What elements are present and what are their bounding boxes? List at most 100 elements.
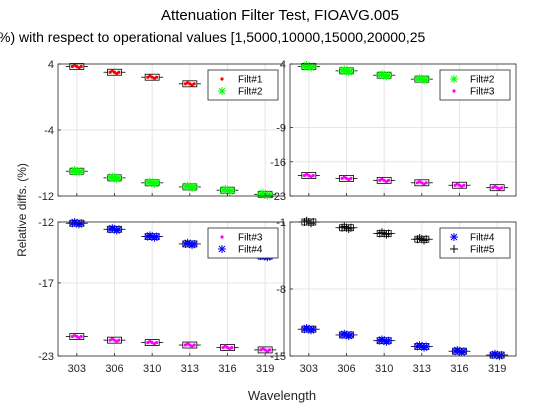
point-Filt#4-303	[77, 219, 86, 228]
y-tick-label: -12	[38, 191, 54, 203]
point-Filt#5-306	[346, 223, 355, 232]
x-tick-label: 319	[488, 363, 506, 375]
point-Filt#3-316	[230, 345, 234, 350]
point-Filt#4-319	[497, 351, 506, 360]
point-Filt#2-316	[227, 186, 236, 195]
series-Filt#2	[65, 166, 277, 200]
box-Filt#3-316	[216, 344, 239, 351]
point-Filt#3-303	[311, 173, 315, 178]
x-tick-label: 310	[375, 363, 393, 375]
chart-subtitle: %) with respect to operational values [1…	[0, 29, 426, 45]
y-tick-label: -1	[276, 217, 286, 229]
y-tick-label: 4	[280, 59, 286, 71]
legend-entry: Filt#3	[470, 87, 495, 98]
point-Filt#4-316	[459, 347, 468, 356]
point-Filt#2-310	[152, 178, 161, 187]
point-Filt#3-319	[499, 186, 504, 190]
box-Filt#3-319	[254, 346, 277, 354]
legend-marker-Filt#5	[450, 245, 458, 253]
box-Filt#1-310	[141, 73, 164, 81]
point-Filt#2-303	[77, 167, 86, 176]
x-tick-label: 316	[450, 363, 468, 375]
legend-entry: Filt#2	[238, 87, 263, 98]
x-tick-label: 313	[413, 363, 431, 375]
point-Filt#2-310	[384, 71, 393, 80]
point-Filt#3-313	[424, 181, 428, 185]
chart-title: Attenuation Filter Test, FIOAVG.005	[161, 7, 399, 24]
y-tick-label: -8	[276, 284, 286, 296]
legend-entry: Filt#4	[238, 245, 263, 256]
legend-entry: Filt#4	[470, 233, 495, 244]
legend-marker-Filt#3	[220, 235, 224, 239]
point-Filt#3-319	[267, 348, 272, 352]
point-Filt#3-306	[349, 176, 353, 180]
point-Filt#4-313	[422, 342, 431, 351]
legend-entry: Filt#1	[238, 75, 263, 86]
subplot-grid: 4-4-12Filt#1Filt#24-9-16-23Filt#2Filt#3-…	[38, 59, 517, 375]
legend-box	[439, 227, 511, 259]
box-Filt#3-310	[141, 339, 164, 347]
legend-entry: Filt#2	[470, 75, 495, 86]
point-Filt#1-306	[117, 70, 121, 74]
box-Filt#3-310	[373, 176, 396, 184]
x-tick-label: 319	[256, 363, 274, 375]
axes-frame	[57, 221, 285, 357]
legend-marker-Filt#4	[218, 245, 226, 253]
point-Filt#1-310	[154, 75, 159, 79]
box-Filt#3-316	[448, 181, 471, 189]
series-Filt#3	[65, 333, 277, 354]
x-tick-label: 310	[143, 363, 161, 375]
point-Filt#5-310	[384, 229, 393, 238]
point-Filt#2-313	[190, 182, 199, 191]
box-Filt#3-303	[297, 172, 320, 179]
y-tick-label: -12	[38, 217, 54, 229]
point-Filt#4-303	[309, 325, 318, 334]
point-Filt#3-316	[462, 183, 466, 187]
x-tick-label: 306	[337, 363, 355, 375]
axes-frame	[289, 63, 517, 197]
point-Filt#3-310	[154, 341, 159, 345]
legend-marker-Filt#4	[450, 233, 458, 241]
point-Filt#4-313	[190, 239, 199, 248]
legend-entry: Filt#3	[238, 233, 263, 244]
y-tick-label: -4	[44, 125, 54, 137]
point-Filt#3-306	[117, 338, 121, 342]
box-Filt#3-303	[65, 333, 88, 340]
x-tick-label: 316	[218, 363, 236, 375]
series-Filt#3	[297, 172, 509, 192]
box-Filt#3-306	[103, 336, 126, 344]
x-tick-label: 306	[105, 363, 123, 375]
y-axis-label: Relative diffs. (%)	[15, 163, 29, 257]
y-tick-label: -9	[276, 123, 286, 135]
box-Filt#1-313	[178, 80, 201, 88]
legend-entry: Filt#5	[470, 245, 495, 256]
point-Filt#2-306	[346, 66, 355, 75]
point-Filt#4-306	[346, 330, 355, 339]
point-Filt#1-313	[192, 82, 196, 86]
point-Filt#3-303	[79, 334, 83, 339]
y-tick-label: -23	[270, 191, 286, 203]
x-tick-label: 303	[68, 363, 86, 375]
legend-marker-Filt#3	[452, 89, 456, 93]
point-Filt#2-303	[309, 62, 318, 71]
box-Filt#3-306	[335, 174, 358, 182]
legend-box	[207, 69, 279, 101]
point-Filt#4-310	[384, 336, 393, 345]
legend-box	[439, 69, 511, 101]
y-tick-label: -16	[270, 157, 286, 169]
point-Filt#4-306	[114, 225, 123, 234]
y-tick-label: -23	[38, 351, 54, 363]
x-tick-label: 303	[300, 363, 318, 375]
point-Filt#1-303	[79, 64, 83, 69]
legend-marker-Filt#2	[218, 87, 226, 95]
box-Filt#1-306	[103, 68, 126, 76]
series-Filt#4	[297, 324, 509, 361]
